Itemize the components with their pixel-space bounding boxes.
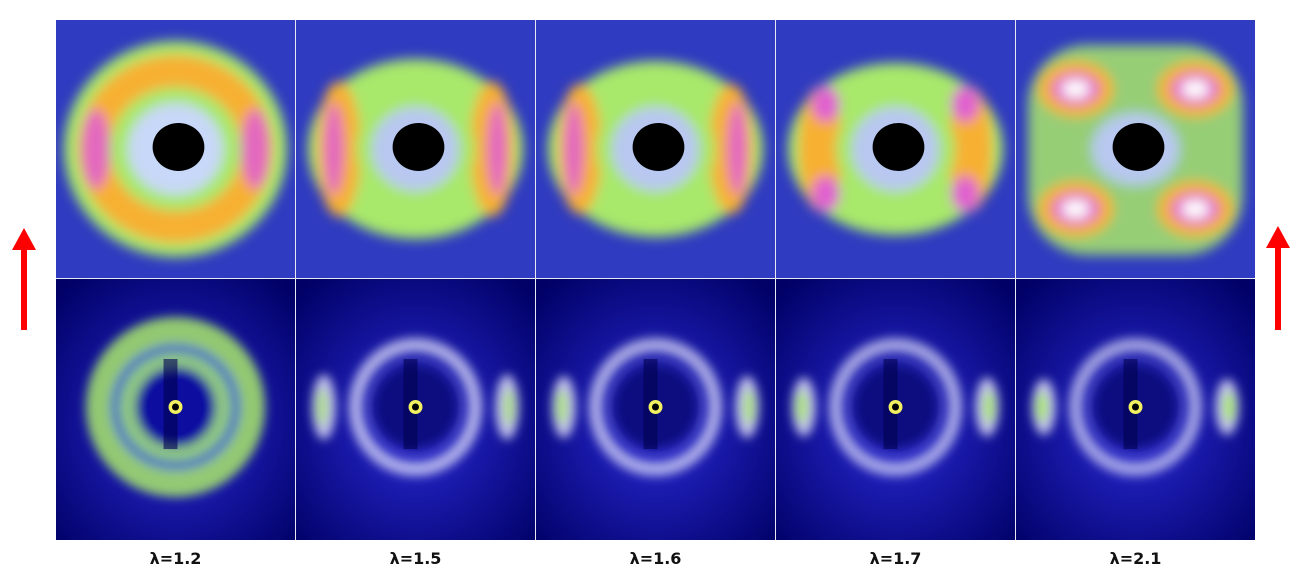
- lambda-label-4: λ=1.7: [869, 549, 922, 568]
- lambda-label-5: λ=2.1: [1109, 549, 1162, 568]
- saxs-pattern-4: [776, 20, 1015, 278]
- saxs-pattern-3: [536, 20, 775, 278]
- lambda-label-3: λ=1.6: [629, 549, 682, 568]
- lambda-label-2: λ=1.5: [389, 549, 442, 568]
- waxs-pattern-1: [56, 279, 295, 540]
- saxs-pattern-5: [1016, 20, 1255, 278]
- stretch-direction-arrow-left: [12, 228, 36, 330]
- waxs-pattern-3: [536, 279, 775, 540]
- waxs-pattern-5: [1016, 279, 1255, 540]
- saxs-pattern-2: [296, 20, 535, 278]
- waxs-pattern-2: [296, 279, 535, 540]
- saxs-pattern-1: [56, 20, 295, 278]
- scattering-pattern-grid: [56, 20, 1255, 540]
- lambda-label-1: λ=1.2: [149, 549, 202, 568]
- waxs-pattern-4: [776, 279, 1015, 540]
- stretch-direction-arrow-right: [1266, 226, 1290, 330]
